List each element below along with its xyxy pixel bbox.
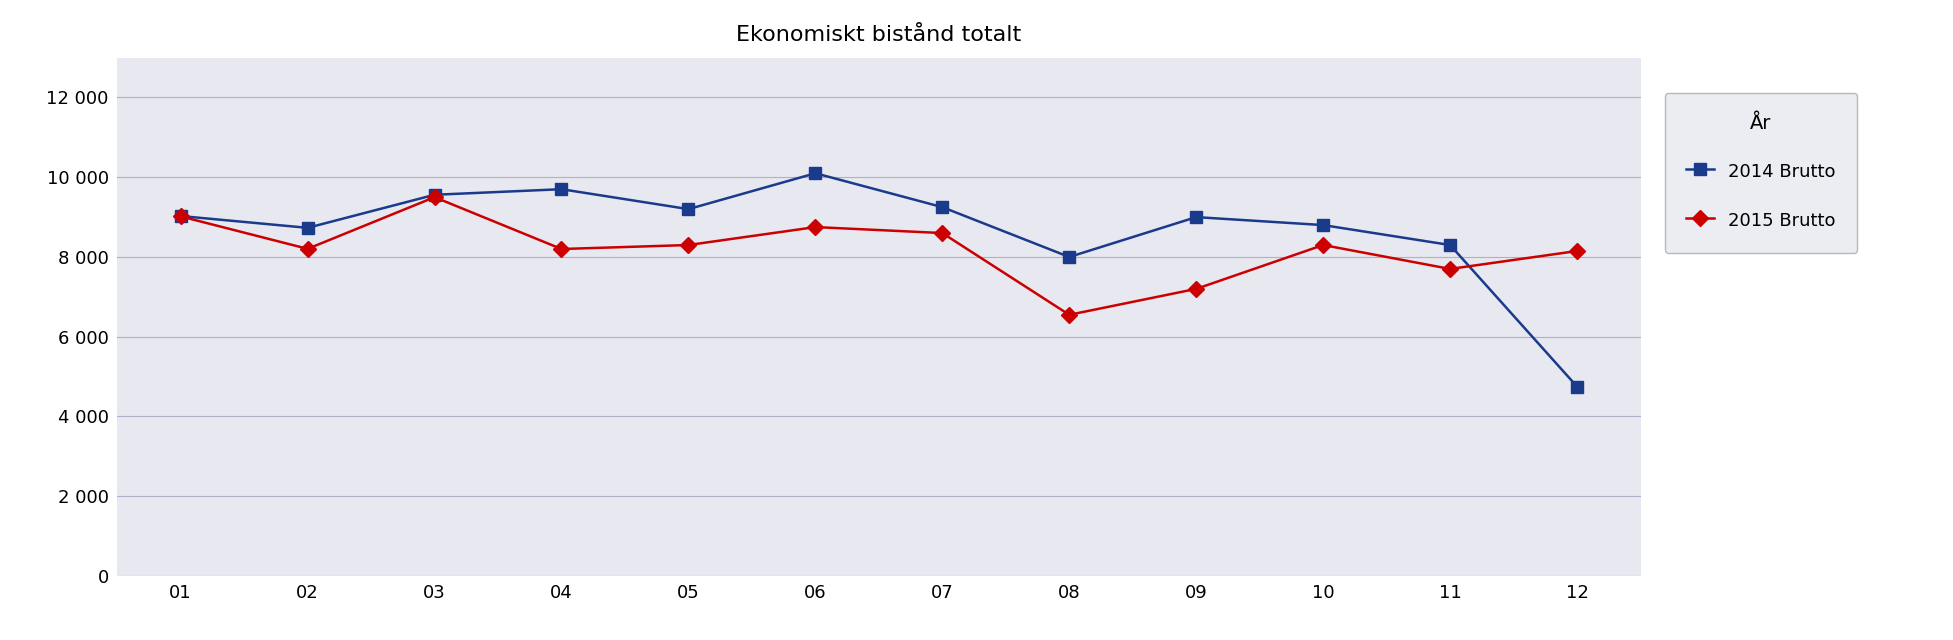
2015 Brutto xyxy=(168,212,191,220)
Legend: 2014 Brutto, 2015 Brutto: 2014 Brutto, 2015 Brutto xyxy=(1664,93,1857,253)
2015 Brutto xyxy=(422,193,445,201)
2014 Brutto xyxy=(422,191,445,198)
2015 Brutto xyxy=(1437,265,1461,273)
2014 Brutto xyxy=(676,205,699,213)
2014 Brutto xyxy=(551,186,574,193)
2014 Brutto xyxy=(932,204,955,211)
2014 Brutto xyxy=(1184,213,1207,221)
2015 Brutto xyxy=(297,245,320,253)
2015 Brutto xyxy=(932,229,955,237)
2014 Brutto xyxy=(168,212,191,220)
2014 Brutto xyxy=(1312,221,1336,229)
Title: Ekonomiskt bistånd totalt: Ekonomiskt bistånd totalt xyxy=(736,25,1021,45)
2015 Brutto xyxy=(1184,285,1207,292)
2014 Brutto xyxy=(805,170,828,177)
2015 Brutto xyxy=(1566,247,1590,255)
2015 Brutto xyxy=(1059,311,1082,319)
Line: 2014 Brutto: 2014 Brutto xyxy=(176,168,1582,392)
2015 Brutto xyxy=(676,241,699,249)
2014 Brutto xyxy=(1566,383,1590,390)
2015 Brutto xyxy=(551,245,574,253)
Line: 2015 Brutto: 2015 Brutto xyxy=(176,191,1582,321)
2015 Brutto xyxy=(1312,241,1336,249)
2014 Brutto xyxy=(1437,241,1461,249)
2014 Brutto xyxy=(297,224,320,232)
2015 Brutto xyxy=(805,223,828,231)
2014 Brutto xyxy=(1059,253,1082,261)
